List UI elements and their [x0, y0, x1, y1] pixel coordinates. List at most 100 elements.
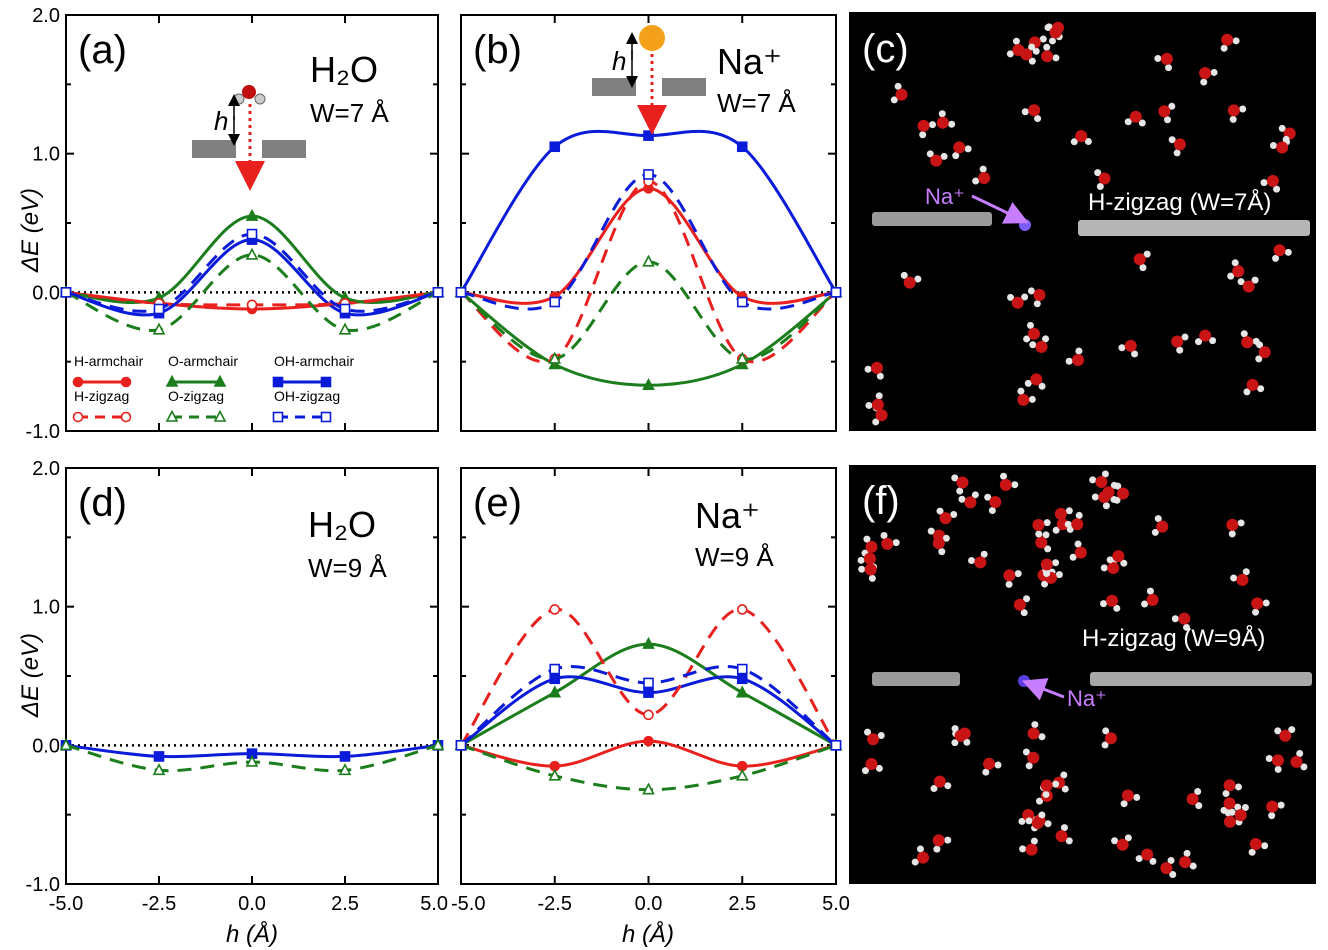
water-molecule — [951, 474, 969, 495]
legend-label-h-zigzag: H-zigzag — [74, 388, 129, 404]
plot-frame-d — [65, 467, 439, 885]
legend-label-oh-zigzag: OH-zigzag — [274, 388, 340, 404]
water-molecule — [1260, 174, 1281, 193]
legend-marker-a-h-armchair — [72, 376, 84, 388]
legend-marker-a-o-armchair — [165, 374, 179, 387]
point-a-h-zigzag-2 — [246, 299, 258, 311]
legend-marker-b-o-zigzag — [213, 409, 227, 422]
point-a-oh-zigzag-3 — [339, 303, 351, 315]
water-molecule — [1220, 797, 1242, 814]
water-molecule — [1227, 259, 1245, 280]
point-e-oh-zigzag-3 — [736, 663, 748, 675]
y-tick-label-a-3: 2.0 — [32, 5, 60, 27]
snapshot-label-c: (c) — [862, 27, 909, 71]
series-a-oh-zigzag — [60, 228, 444, 315]
water-molecule — [972, 165, 991, 185]
water-molecule — [932, 534, 950, 556]
water-molecule — [900, 271, 922, 289]
series-line-b-o-zigzag — [460, 260, 837, 361]
point-e-oh-armchair-1 — [549, 673, 561, 685]
legend-marker-b-o-armchair — [213, 374, 227, 387]
y-tick-label-d-1: 0.0 — [32, 735, 60, 757]
point-e-o-armchair-3 — [735, 685, 749, 698]
water-molecule — [1044, 24, 1062, 45]
x-tick-label-d-2: 0.0 — [238, 893, 266, 915]
water-molecule — [982, 757, 1002, 776]
water-molecule — [1269, 135, 1290, 154]
point-a-oh-zigzag-2 — [246, 228, 258, 240]
point-b-o-zigzag-1 — [548, 351, 562, 364]
legend-marker-b-oh-zigzag — [320, 411, 332, 423]
series-e-h-armchair — [455, 735, 842, 772]
water-molecule — [1019, 837, 1038, 856]
panel-e: -5.0 -2.5 0.0 2.5 5.0 (e) Na⁺ W=9 Å — [451, 467, 850, 915]
water-molecule — [1179, 849, 1197, 870]
x-tick-label-e-4: 5.0 — [822, 893, 850, 915]
water-molecule — [1013, 595, 1031, 617]
y-tick-label-a-2: 1.0 — [32, 144, 60, 166]
x-tick-label-d-0: -5.0 — [49, 893, 83, 915]
point-e-oh-zigzag-4 — [830, 740, 842, 751]
molecule-label-e: Na⁺ — [695, 495, 760, 536]
legend: H-armchair O-armchair OH-armchair H-zigzag O… — [72, 353, 354, 423]
water-molecule — [1023, 321, 1040, 343]
legend-item-h-armchair: H-armchair — [72, 353, 144, 388]
panel-b: (b) Na⁺ W=7 Å — [454, 14, 843, 432]
series-line-e-h-zigzag — [459, 607, 838, 747]
point-e-o-armchair-2 — [642, 636, 655, 649]
point-d-o-zigzag-3 — [338, 763, 352, 776]
panel-label-e: (e) — [473, 481, 522, 525]
water-molecule — [1021, 104, 1042, 123]
water-molecule — [1186, 788, 1203, 810]
water-molecule — [958, 491, 979, 509]
x-tick-label-e-3: 2.5 — [728, 893, 756, 915]
water-molecule — [1248, 838, 1269, 856]
y-tick-label-a-0: -1.0 — [26, 421, 60, 443]
snapshot-panel-f: (f) H-zigzag (W=9Å) Na⁺ — [849, 465, 1316, 884]
water-molecule — [1101, 727, 1117, 749]
water-molecule — [1024, 373, 1046, 390]
water-molecule — [1220, 33, 1240, 52]
plot-frame-e — [460, 467, 837, 885]
point-a-oh-zigzag-0 — [60, 287, 72, 298]
x-tick-label-d-4: 5.0 — [420, 893, 448, 915]
snapshot-ion-f: Na⁺ — [1067, 686, 1107, 711]
water-molecule — [1195, 329, 1217, 346]
water-molecule — [1069, 540, 1087, 561]
width-label-e: W=9 Å — [695, 542, 774, 572]
water-molecule — [1151, 515, 1169, 536]
water-molecule — [1007, 293, 1029, 309]
legend-marker-b-h-armchair — [120, 376, 132, 388]
water-molecule — [936, 507, 958, 525]
molecule-label-d: H₂O — [308, 504, 376, 545]
water-molecule — [1040, 558, 1060, 578]
legend-label-o-zigzag: O-zigzag — [168, 388, 224, 404]
snapshot-title-c: H-zigzag (W=7Å) — [1088, 188, 1271, 216]
x-tick-label-d-3: 2.5 — [331, 893, 359, 915]
water-molecule — [1025, 811, 1046, 830]
point-e-h-zigzag-2 — [643, 709, 654, 721]
y-tick-label-d-3: 2.0 — [32, 458, 60, 480]
water-molecule — [1272, 244, 1292, 262]
point-b-o-armchair-2 — [642, 378, 655, 391]
water-molecule — [864, 728, 885, 746]
point-a-o-zigzag-2 — [245, 247, 259, 260]
point-d-o-zigzag-0 — [59, 738, 73, 751]
snapshot-ion-c: Na⁺ — [925, 184, 965, 209]
point-d-o-zigzag-4 — [431, 738, 445, 751]
water-molecule — [864, 361, 884, 380]
snapshot-panel-c: (c) H-zigzag (W=7Å) Na⁺ — [849, 12, 1316, 431]
water-molecule — [952, 141, 972, 160]
water-molecule — [1154, 52, 1173, 72]
point-e-oh-armchair-3 — [736, 673, 748, 685]
legend-marker-a-o-zigzag — [165, 409, 179, 422]
y-tick-label-a-1: 0.0 — [32, 282, 60, 304]
water-molecule — [1158, 102, 1176, 124]
water-molecule — [1266, 800, 1285, 820]
legend-label-o-armchair: O-armchair — [168, 353, 238, 369]
molecule-label-b: Na⁺ — [717, 41, 782, 82]
point-b-oh-zigzag-3 — [736, 296, 748, 308]
water-molecule — [1041, 43, 1060, 63]
water-molecule — [1022, 748, 1040, 770]
